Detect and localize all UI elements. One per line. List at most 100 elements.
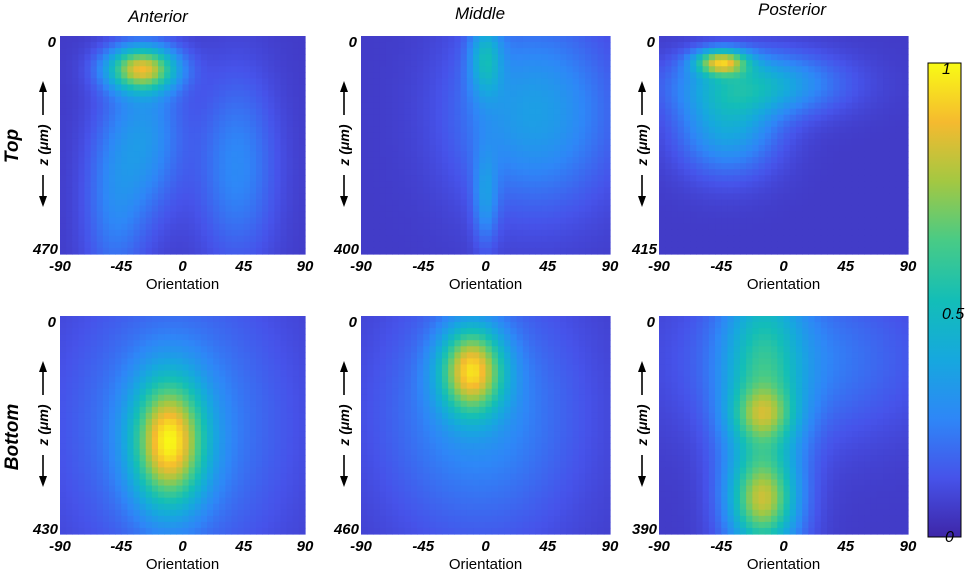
heatmap-cell: [385, 199, 393, 207]
heatmap-cell: [262, 241, 269, 249]
heatmap-cell: [96, 400, 104, 408]
heatmap-cell: [591, 235, 599, 243]
heatmap-cell: [827, 175, 834, 182]
heatmap-cell: [133, 235, 141, 243]
heatmap-cell: [367, 241, 375, 249]
heatmap-cell: [78, 382, 86, 390]
heatmap-cell: [109, 358, 116, 366]
heatmap-cell: [702, 157, 710, 164]
heatmap-cell: [274, 235, 282, 243]
heatmap-cell: [292, 247, 300, 255]
heatmap-cell: [182, 322, 190, 329]
heatmap-cell: [102, 175, 110, 182]
heatmap-cell: [398, 187, 406, 195]
heatmap-cell: [659, 126, 666, 134]
heatmap-cell: [109, 328, 116, 335]
heatmap-cell: [392, 132, 399, 140]
heatmap-cell: [410, 169, 418, 176]
heatmap-cell: [733, 169, 741, 176]
heatmap-cell: [200, 60, 208, 67]
heatmap-cell: [497, 66, 505, 73]
heatmap-cell: [485, 96, 493, 104]
heatmap-cell: [597, 138, 605, 146]
heatmap-cell: [677, 66, 685, 73]
heatmap-cell: [553, 187, 561, 195]
heatmap-cell: [473, 187, 480, 195]
heatmap-cell: [84, 235, 92, 243]
heatmap-cell: [102, 72, 110, 79]
heatmap-cell: [547, 157, 555, 164]
heatmap-cell: [121, 247, 128, 255]
heatmap-cell: [870, 114, 878, 122]
heatmap-cell: [683, 235, 691, 243]
heatmap-cell: [683, 132, 691, 140]
heatmap-cell: [479, 205, 487, 213]
heatmap-cell: [671, 247, 679, 255]
heatmap-cell: [78, 394, 86, 402]
heatmap-cell: [84, 229, 92, 237]
heatmap-cell: [889, 223, 897, 231]
heatmap-cell: [78, 211, 86, 219]
heatmap-cell: [292, 90, 300, 98]
heatmap-cell: [429, 205, 437, 213]
heatmap-cell: [460, 163, 468, 170]
heatmap-cell: [677, 42, 685, 49]
heatmap-cell: [547, 66, 555, 73]
heatmap-cell: [883, 114, 890, 122]
heatmap-cell: [789, 60, 797, 67]
heatmap-cell: [139, 42, 147, 49]
heatmap-cell: [883, 235, 890, 243]
heatmap-cell: [721, 108, 729, 116]
heatmap-cell: [90, 102, 98, 110]
heatmap-cell: [121, 102, 128, 110]
heatmap-cell: [479, 235, 487, 243]
heatmap-cell: [127, 181, 135, 188]
heatmap-cell: [417, 120, 424, 128]
heatmap-cell: [777, 132, 785, 140]
heatmap-cell: [752, 235, 760, 243]
heatmap-cell: [231, 42, 239, 49]
heatmap-cell: [435, 66, 443, 73]
heatmap-cell: [460, 120, 468, 128]
heatmap-cell: [72, 229, 79, 237]
heatmap-cell: [249, 322, 257, 329]
heatmap-cell: [876, 72, 884, 79]
heatmap-cell: [560, 102, 568, 110]
heatmap-cell: [133, 199, 141, 207]
heatmap-cell: [547, 78, 555, 86]
heatmap-cell: [176, 163, 184, 170]
heatmap-cell: [243, 163, 251, 170]
heatmap-cell: [460, 114, 468, 122]
heatmap-cell: [194, 90, 202, 98]
heatmap-cell: [460, 223, 468, 231]
heatmap-cell: [121, 382, 128, 390]
heatmap-cell: [182, 352, 190, 359]
heatmap-cell: [151, 400, 159, 408]
heatmap-cell: [84, 211, 92, 219]
heatmap-cell: [547, 84, 555, 92]
heatmap-cell: [429, 229, 437, 237]
heatmap-cell: [864, 247, 872, 255]
heatmap-cell: [145, 187, 153, 195]
heatmap-cell: [66, 406, 73, 414]
heatmap-cell: [102, 163, 110, 170]
heatmap-cell: [827, 96, 834, 104]
heatmap-cell: [298, 60, 306, 67]
heatmap-cell: [802, 72, 809, 79]
heatmap-cell: [851, 78, 859, 86]
heatmap-cell: [504, 223, 511, 231]
heatmap-cell: [298, 187, 306, 195]
heatmap-cell: [262, 60, 269, 67]
heatmap-cell: [665, 217, 673, 225]
heatmap-cell: [845, 138, 853, 146]
heatmap-cell: [115, 66, 122, 73]
row-label-bottom: Bottom: [2, 404, 23, 471]
heatmap-cell: [677, 126, 685, 134]
heatmap-cell: [200, 364, 208, 372]
heatmap-cell: [870, 54, 878, 61]
heatmap-cell: [262, 102, 269, 110]
heatmap-cell: [895, 96, 903, 104]
heatmap-cell: [783, 199, 791, 207]
heatmap-cell: [133, 370, 141, 378]
heatmap-cell: [448, 114, 455, 122]
